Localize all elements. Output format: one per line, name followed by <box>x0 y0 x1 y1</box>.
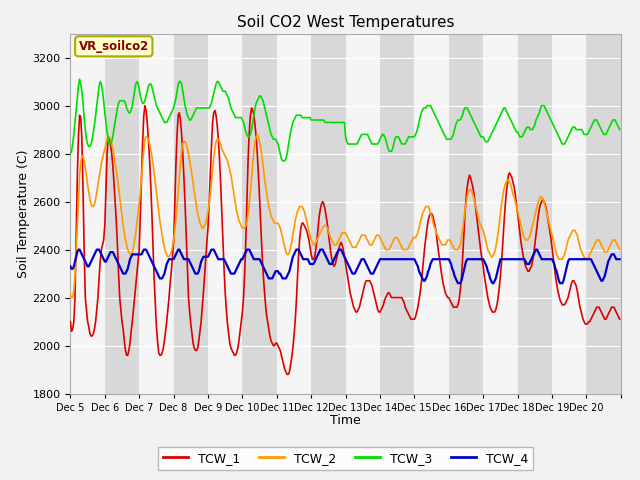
Legend: TCW_1, TCW_2, TCW_3, TCW_4: TCW_1, TCW_2, TCW_3, TCW_4 <box>158 447 533 469</box>
Bar <box>483 34 518 394</box>
Text: VR_soilco2: VR_soilco2 <box>79 40 149 53</box>
Bar <box>276 34 311 394</box>
Y-axis label: Soil Temperature (C): Soil Temperature (C) <box>17 149 29 278</box>
Bar <box>70 34 105 394</box>
Bar <box>311 34 346 394</box>
Bar <box>346 34 380 394</box>
Bar <box>518 34 552 394</box>
Bar <box>552 34 586 394</box>
Title: Soil CO2 West Temperatures: Soil CO2 West Temperatures <box>237 15 454 30</box>
Bar <box>173 34 208 394</box>
Bar <box>449 34 483 394</box>
Bar <box>105 34 140 394</box>
Bar <box>243 34 276 394</box>
Bar <box>140 34 173 394</box>
Bar <box>208 34 243 394</box>
X-axis label: Time: Time <box>330 414 361 427</box>
Bar <box>586 34 621 394</box>
Bar <box>415 34 449 394</box>
Bar <box>380 34 415 394</box>
